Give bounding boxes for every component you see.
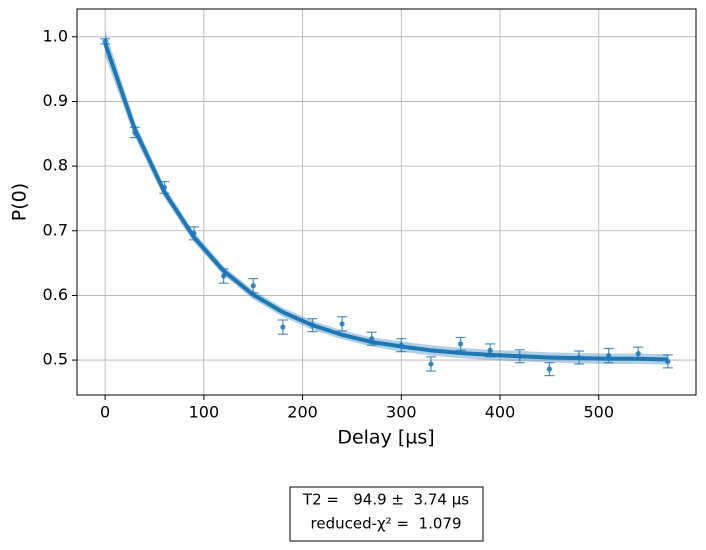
y-tick-label: 0.8 — [43, 156, 68, 175]
plot-frame — [76, 8, 697, 396]
x-tick-label: 300 — [386, 403, 417, 422]
data-point — [635, 351, 641, 357]
data-point — [309, 322, 316, 328]
data-point — [457, 341, 464, 347]
x-tick-label: 100 — [189, 403, 220, 422]
data-point — [369, 336, 375, 342]
data-point — [339, 321, 345, 327]
x-tick-label: 400 — [485, 403, 516, 422]
x-tick-label: 0 — [100, 403, 110, 422]
y-tick-label: 0.7 — [43, 220, 68, 239]
annotation-box — [289, 486, 484, 542]
data-point — [132, 129, 138, 136]
data-point — [398, 342, 404, 348]
data-point — [221, 273, 227, 279]
y-tick-label: 0.6 — [43, 285, 68, 304]
data-point — [487, 347, 493, 353]
data-point — [546, 366, 552, 372]
annotation-line: T2 = 94.9 ± 3.74 µs — [302, 491, 469, 509]
y-axis-label: P(0) — [9, 183, 31, 221]
data-point — [102, 38, 108, 44]
x-tick-label: 500 — [583, 403, 614, 422]
data-point — [606, 352, 612, 359]
fit-line — [103, 42, 668, 362]
data-point — [576, 354, 582, 361]
data-point — [517, 353, 523, 359]
x-tick-label: 200 — [287, 403, 318, 422]
y-tick-label: 0.9 — [43, 91, 68, 110]
data-point — [428, 361, 434, 367]
confidence-band — [105, 30, 668, 365]
x-axis-label: Delay [µs] — [337, 427, 434, 449]
data-point — [250, 283, 256, 289]
data-point — [665, 358, 671, 364]
annotation-line: reduced-χ² = 1.079 — [311, 515, 462, 533]
data-point — [161, 184, 167, 191]
data-point — [280, 324, 286, 330]
data-point — [191, 230, 197, 236]
y-tick-label: 1.0 — [43, 26, 68, 45]
y-tick-label: 0.5 — [43, 350, 68, 369]
